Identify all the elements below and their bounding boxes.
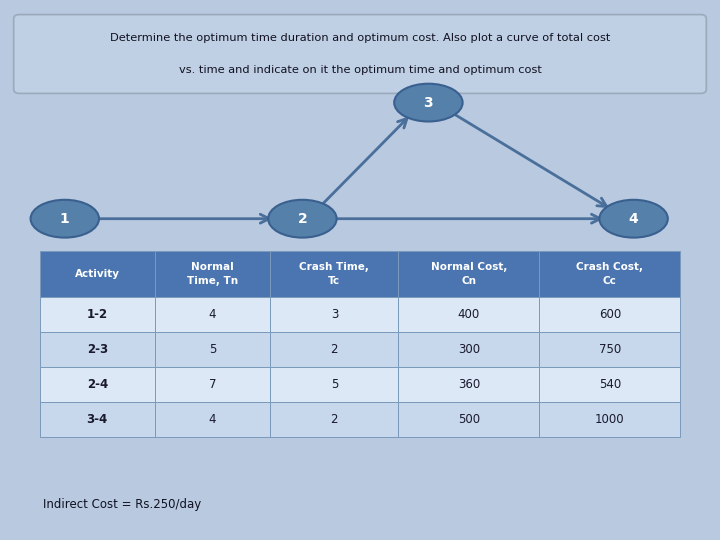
Text: 750: 750 — [599, 343, 621, 356]
Text: 5: 5 — [209, 343, 216, 356]
Text: 1000: 1000 — [595, 413, 625, 427]
Bar — [539, 402, 680, 437]
Text: 3: 3 — [423, 96, 433, 110]
Text: 2: 2 — [297, 212, 307, 226]
Bar — [40, 332, 155, 367]
Bar — [40, 367, 155, 402]
Bar — [155, 367, 270, 402]
Bar — [155, 251, 270, 297]
Text: Indirect Cost = Rs.250/day: Indirect Cost = Rs.250/day — [43, 498, 202, 511]
Text: vs. time and indicate on it the optimum time and optimum cost: vs. time and indicate on it the optimum … — [179, 65, 541, 75]
Text: 500: 500 — [458, 413, 480, 427]
Bar — [155, 297, 270, 332]
Text: 4: 4 — [209, 308, 217, 321]
Bar — [270, 251, 398, 297]
Ellipse shape — [30, 200, 99, 238]
Bar — [40, 402, 155, 437]
Text: Crash Cost,
Cc: Crash Cost, Cc — [577, 262, 644, 286]
Bar — [398, 251, 539, 297]
Text: 1-2: 1-2 — [86, 308, 108, 321]
Bar — [270, 332, 398, 367]
Text: 3: 3 — [330, 308, 338, 321]
Text: 7: 7 — [209, 378, 217, 392]
Bar — [539, 367, 680, 402]
Bar — [270, 297, 398, 332]
Text: 540: 540 — [599, 378, 621, 392]
Ellipse shape — [395, 84, 462, 122]
Ellipse shape — [268, 200, 336, 238]
Text: Determine the optimum time duration and optimum cost. Also plot a curve of total: Determine the optimum time duration and … — [110, 33, 610, 43]
Text: 4: 4 — [629, 212, 639, 226]
Bar — [398, 367, 539, 402]
Ellipse shape — [599, 200, 668, 238]
Text: 2-3: 2-3 — [86, 343, 108, 356]
Bar — [40, 251, 155, 297]
Bar — [539, 297, 680, 332]
Text: Crash Time,
Tc: Crash Time, Tc — [300, 262, 369, 286]
Text: 360: 360 — [458, 378, 480, 392]
Bar — [398, 402, 539, 437]
Bar — [398, 332, 539, 367]
Text: 2-4: 2-4 — [86, 378, 108, 392]
Bar — [155, 332, 270, 367]
Bar — [270, 367, 398, 402]
Text: 1: 1 — [60, 212, 70, 226]
Bar — [539, 251, 680, 297]
Text: 3-4: 3-4 — [86, 413, 108, 427]
Text: 2: 2 — [330, 343, 338, 356]
FancyBboxPatch shape — [14, 15, 706, 93]
Text: Activity: Activity — [75, 269, 120, 279]
Text: 400: 400 — [458, 308, 480, 321]
Text: 4: 4 — [209, 413, 217, 427]
Bar — [270, 402, 398, 437]
Bar — [155, 402, 270, 437]
Bar — [398, 297, 539, 332]
Text: 600: 600 — [599, 308, 621, 321]
Text: Normal
Time, Tn: Normal Time, Tn — [187, 262, 238, 286]
Text: 2: 2 — [330, 413, 338, 427]
Text: 300: 300 — [458, 343, 480, 356]
Text: Normal Cost,
Cn: Normal Cost, Cn — [431, 262, 507, 286]
Bar — [539, 332, 680, 367]
Text: 5: 5 — [330, 378, 338, 392]
Bar — [40, 297, 155, 332]
